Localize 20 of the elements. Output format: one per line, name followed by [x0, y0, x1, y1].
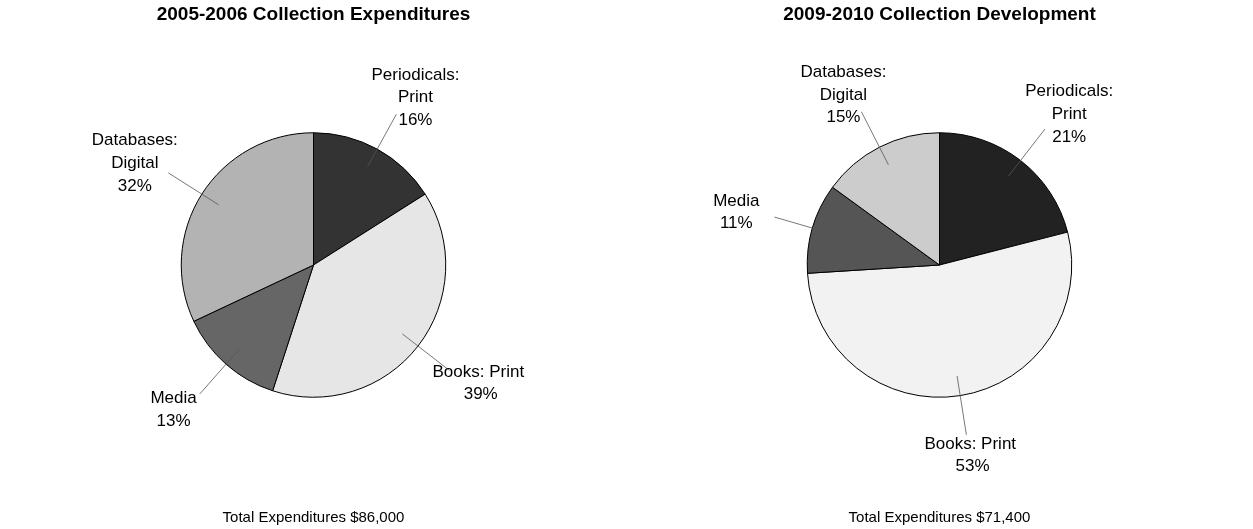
slice-label: Media [713, 190, 760, 210]
data-label: 32% [117, 175, 152, 195]
chart-title: 2009-2010 Collection Development [783, 3, 1097, 25]
text: Total Expenditures $71,400 [848, 507, 1031, 525]
data-label: 21% [1052, 126, 1087, 146]
data-label: 53% [955, 456, 990, 476]
slice-label: Databases: Digital [91, 129, 178, 172]
slice-label: Periodicals: Print [371, 64, 460, 107]
data-label: 15% [826, 107, 861, 127]
slice-label: Books: Print [432, 361, 525, 381]
slice-label: Media [150, 387, 198, 407]
text: Total Expenditures $86,000 [222, 507, 405, 525]
slice-label: Databases: Digital [800, 61, 887, 104]
data-label: 39% [463, 384, 498, 404]
slice-label: Periodicals: Print [1025, 81, 1114, 123]
data-label: 11% [719, 213, 753, 233]
chart-title: 2005-2006 Collection Expenditures [156, 3, 471, 25]
slice-label: Books: Print [924, 433, 1017, 453]
data-label: 16% [398, 110, 433, 130]
data-label: 13% [156, 410, 191, 430]
